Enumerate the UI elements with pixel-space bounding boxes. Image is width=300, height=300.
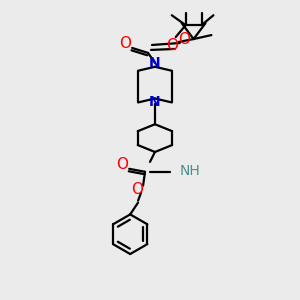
Text: O: O — [166, 38, 178, 53]
Text: O: O — [178, 32, 190, 46]
Text: O: O — [116, 158, 128, 172]
Text: O: O — [119, 37, 131, 52]
Text: N: N — [149, 56, 161, 70]
Text: N: N — [149, 95, 161, 110]
Text: NH: NH — [180, 164, 200, 178]
Text: O: O — [131, 182, 143, 197]
